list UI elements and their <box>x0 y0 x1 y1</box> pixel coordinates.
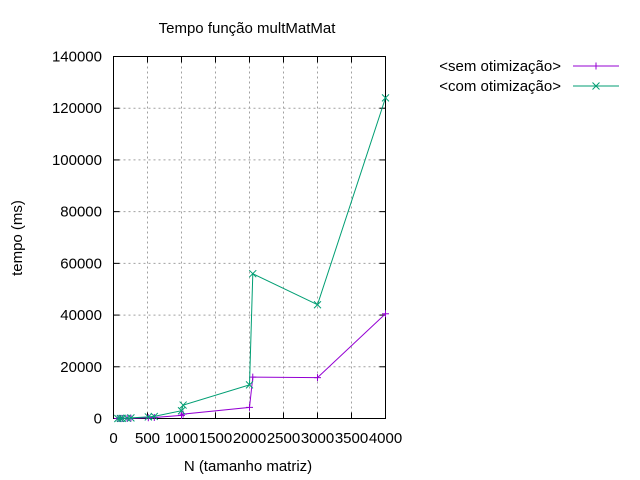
y-tick-label: 40000 <box>60 307 102 324</box>
data-point <box>180 402 187 409</box>
y-tick-label: 60000 <box>60 255 102 272</box>
data-point <box>145 414 152 421</box>
y-tick-label: 140000 <box>52 49 102 66</box>
series-layer <box>114 94 389 422</box>
x-tick-label: 2500 <box>267 430 300 447</box>
data-point <box>249 374 256 381</box>
y-tick-label: 120000 <box>52 100 102 117</box>
legend-samples <box>573 63 619 90</box>
data-point <box>246 404 253 411</box>
legend-label-com-otimizacao: <com otimização> <box>439 78 561 95</box>
y-tick-label: 20000 <box>60 359 102 376</box>
chart-title: Tempo função multMatMat <box>159 20 337 37</box>
legend: <sem otimização> <com otimização> <box>439 58 619 95</box>
y-tick-label: 0 <box>94 411 102 428</box>
x-tick-label: 500 <box>135 430 160 447</box>
x-tick-label: 1500 <box>199 430 232 447</box>
series-line-1 <box>118 98 386 419</box>
y-tick-label: 100000 <box>52 152 102 169</box>
x-tick-label: 4000 <box>369 430 402 447</box>
legend-label-sem-otimizacao: <sem otimização> <box>439 58 561 75</box>
x-tick-label: 0 <box>109 430 117 447</box>
y-axis-label: tempo (ms) <box>9 200 26 276</box>
y-tick-label: 80000 <box>60 204 102 221</box>
series-line-0 <box>118 314 386 419</box>
x-tick-label: 3000 <box>301 430 334 447</box>
x-axis-label: N (tamanho matriz) <box>184 458 312 475</box>
x-tick-label: 1000 <box>165 430 198 447</box>
x-tick-label: 2000 <box>233 430 266 447</box>
x-tick-label: 3500 <box>335 430 368 447</box>
grid-layer <box>114 57 386 419</box>
legend-sample-marker <box>593 63 600 70</box>
